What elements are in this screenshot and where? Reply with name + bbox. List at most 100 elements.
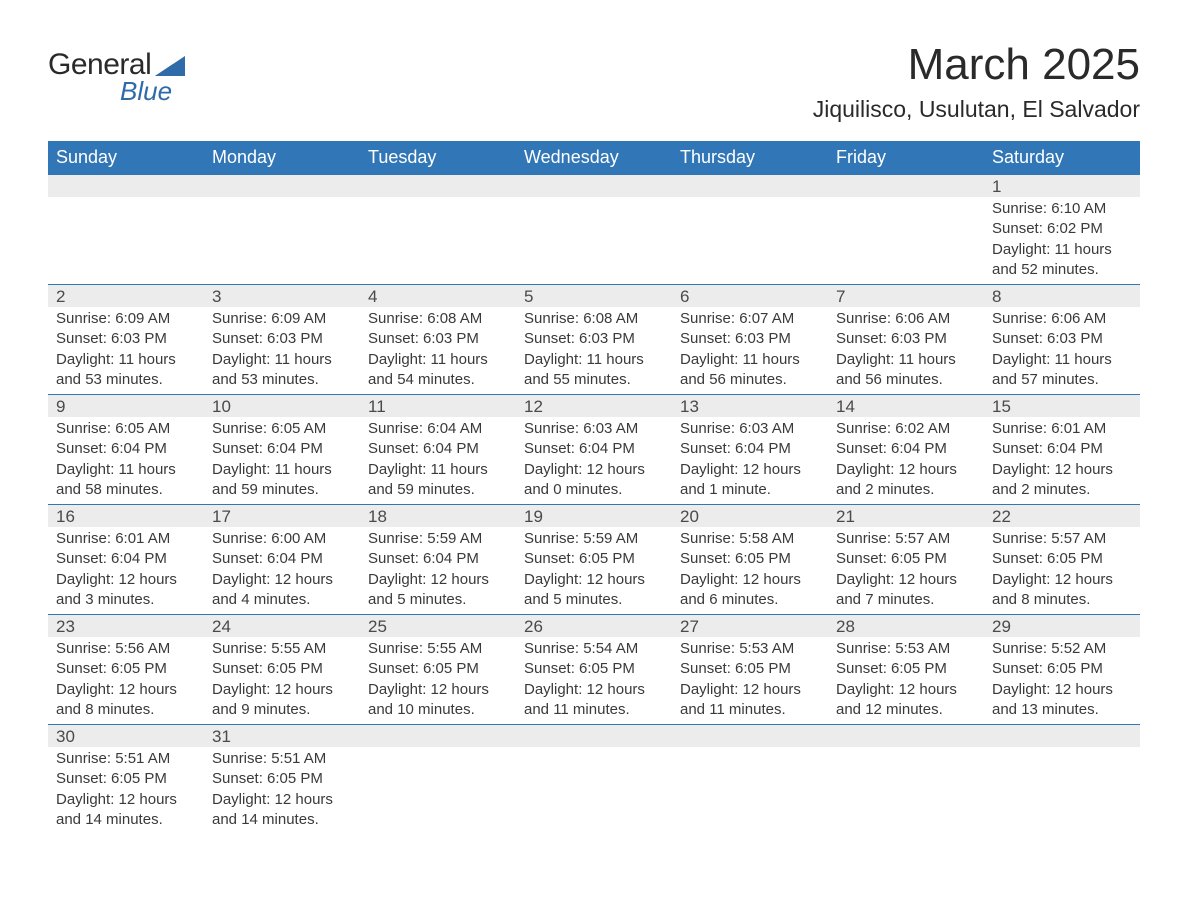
daylight-text: Daylight: 12 hours and 13 minutes. [992, 680, 1132, 721]
sunset-text: Sunset: 6:05 PM [56, 659, 196, 679]
day-info-cell: Sunrise: 6:01 AMSunset: 6:04 PMDaylight:… [984, 417, 1140, 505]
sunset-text: Sunset: 6:05 PM [836, 549, 976, 569]
day-info-cell: Sunrise: 6:10 AMSunset: 6:02 PMDaylight:… [984, 197, 1140, 285]
sunset-text: Sunset: 6:05 PM [992, 659, 1132, 679]
day-info-cell [984, 747, 1140, 836]
daylight-text: Daylight: 11 hours and 53 minutes. [56, 350, 196, 391]
day-number-cell: 21 [828, 505, 984, 528]
calendar-week-info: Sunrise: 6:10 AMSunset: 6:02 PMDaylight:… [48, 197, 1140, 285]
day-number-cell: 28 [828, 615, 984, 638]
daylight-text: Daylight: 12 hours and 14 minutes. [56, 790, 196, 831]
sunrise-text: Sunrise: 6:05 AM [56, 419, 196, 439]
sunset-text: Sunset: 6:04 PM [992, 439, 1132, 459]
day-number-cell: 1 [984, 175, 1140, 198]
sunrise-text: Sunrise: 5:54 AM [524, 639, 664, 659]
calendar-week-info: Sunrise: 5:56 AMSunset: 6:05 PMDaylight:… [48, 637, 1140, 725]
day-number-cell: 30 [48, 725, 204, 748]
day-info-cell: Sunrise: 5:55 AMSunset: 6:05 PMDaylight:… [360, 637, 516, 725]
day-number-cell: 26 [516, 615, 672, 638]
daylight-text: Daylight: 12 hours and 8 minutes. [992, 570, 1132, 611]
day-number-cell: 19 [516, 505, 672, 528]
weekday-header-row: SundayMondayTuesdayWednesdayThursdayFrid… [48, 141, 1140, 175]
sunrise-text: Sunrise: 6:06 AM [836, 309, 976, 329]
sunrise-text: Sunrise: 5:58 AM [680, 529, 820, 549]
calendar-table: SundayMondayTuesdayWednesdayThursdayFrid… [48, 141, 1140, 836]
sunset-text: Sunset: 6:05 PM [992, 549, 1132, 569]
day-number-cell [516, 725, 672, 748]
sunset-text: Sunset: 6:03 PM [680, 329, 820, 349]
sunset-text: Sunset: 6:03 PM [992, 329, 1132, 349]
sunset-text: Sunset: 6:04 PM [368, 549, 508, 569]
daylight-text: Daylight: 11 hours and 54 minutes. [368, 350, 508, 391]
location: Jiquilisco, Usulutan, El Salvador [813, 96, 1140, 123]
sunrise-text: Sunrise: 5:51 AM [212, 749, 352, 769]
weekday-header: Tuesday [360, 141, 516, 175]
day-number-cell: 10 [204, 395, 360, 418]
sunset-text: Sunset: 6:05 PM [680, 549, 820, 569]
sunset-text: Sunset: 6:05 PM [836, 659, 976, 679]
day-info-cell: Sunrise: 5:53 AMSunset: 6:05 PMDaylight:… [828, 637, 984, 725]
day-number-cell: 31 [204, 725, 360, 748]
day-info-cell: Sunrise: 6:05 AMSunset: 6:04 PMDaylight:… [204, 417, 360, 505]
daylight-text: Daylight: 12 hours and 4 minutes. [212, 570, 352, 611]
day-info-cell [48, 197, 204, 285]
day-number-cell: 14 [828, 395, 984, 418]
day-number-cell: 4 [360, 285, 516, 308]
day-info-cell: Sunrise: 6:06 AMSunset: 6:03 PMDaylight:… [984, 307, 1140, 395]
weekday-header: Saturday [984, 141, 1140, 175]
weekday-header: Wednesday [516, 141, 672, 175]
calendar-week-info: Sunrise: 6:09 AMSunset: 6:03 PMDaylight:… [48, 307, 1140, 395]
sunrise-text: Sunrise: 6:06 AM [992, 309, 1132, 329]
sunrise-text: Sunrise: 6:08 AM [368, 309, 508, 329]
weekday-header: Sunday [48, 141, 204, 175]
day-info-cell: Sunrise: 6:02 AMSunset: 6:04 PMDaylight:… [828, 417, 984, 505]
day-info-cell [360, 197, 516, 285]
calendar-week-daynums: 2345678 [48, 285, 1140, 308]
day-number-cell: 24 [204, 615, 360, 638]
sunset-text: Sunset: 6:03 PM [56, 329, 196, 349]
day-info-cell [828, 197, 984, 285]
day-number-cell: 5 [516, 285, 672, 308]
day-number-cell: 29 [984, 615, 1140, 638]
day-info-cell: Sunrise: 6:09 AMSunset: 6:03 PMDaylight:… [204, 307, 360, 395]
sunrise-text: Sunrise: 5:55 AM [212, 639, 352, 659]
day-number-cell: 6 [672, 285, 828, 308]
sunset-text: Sunset: 6:04 PM [368, 439, 508, 459]
day-number-cell: 25 [360, 615, 516, 638]
weekday-header: Thursday [672, 141, 828, 175]
daylight-text: Daylight: 11 hours and 56 minutes. [836, 350, 976, 391]
sunset-text: Sunset: 6:03 PM [836, 329, 976, 349]
daylight-text: Daylight: 12 hours and 11 minutes. [680, 680, 820, 721]
day-info-cell: Sunrise: 6:08 AMSunset: 6:03 PMDaylight:… [516, 307, 672, 395]
day-number-cell [984, 725, 1140, 748]
day-info-cell: Sunrise: 6:03 AMSunset: 6:04 PMDaylight:… [516, 417, 672, 505]
day-info-cell: Sunrise: 5:52 AMSunset: 6:05 PMDaylight:… [984, 637, 1140, 725]
sunset-text: Sunset: 6:05 PM [524, 549, 664, 569]
day-number-cell [672, 175, 828, 198]
daylight-text: Daylight: 12 hours and 7 minutes. [836, 570, 976, 611]
sunrise-text: Sunrise: 5:57 AM [992, 529, 1132, 549]
day-number-cell: 15 [984, 395, 1140, 418]
day-number-cell [204, 175, 360, 198]
day-number-cell [360, 725, 516, 748]
day-info-cell: Sunrise: 6:07 AMSunset: 6:03 PMDaylight:… [672, 307, 828, 395]
day-info-cell [672, 197, 828, 285]
sunrise-text: Sunrise: 6:09 AM [212, 309, 352, 329]
day-info-cell: Sunrise: 5:57 AMSunset: 6:05 PMDaylight:… [828, 527, 984, 615]
daylight-text: Daylight: 12 hours and 11 minutes. [524, 680, 664, 721]
sunrise-text: Sunrise: 5:52 AM [992, 639, 1132, 659]
day-info-cell: Sunrise: 6:08 AMSunset: 6:03 PMDaylight:… [360, 307, 516, 395]
sunset-text: Sunset: 6:04 PM [212, 439, 352, 459]
sunset-text: Sunset: 6:04 PM [56, 439, 196, 459]
daylight-text: Daylight: 12 hours and 6 minutes. [680, 570, 820, 611]
sunrise-text: Sunrise: 6:07 AM [680, 309, 820, 329]
day-number-cell: 16 [48, 505, 204, 528]
day-info-cell: Sunrise: 5:51 AMSunset: 6:05 PMDaylight:… [48, 747, 204, 836]
sunrise-text: Sunrise: 5:51 AM [56, 749, 196, 769]
day-info-cell: Sunrise: 6:04 AMSunset: 6:04 PMDaylight:… [360, 417, 516, 505]
day-number-cell: 13 [672, 395, 828, 418]
day-info-cell: Sunrise: 5:58 AMSunset: 6:05 PMDaylight:… [672, 527, 828, 615]
day-info-cell: Sunrise: 6:06 AMSunset: 6:03 PMDaylight:… [828, 307, 984, 395]
sunset-text: Sunset: 6:05 PM [212, 769, 352, 789]
sunrise-text: Sunrise: 5:55 AM [368, 639, 508, 659]
